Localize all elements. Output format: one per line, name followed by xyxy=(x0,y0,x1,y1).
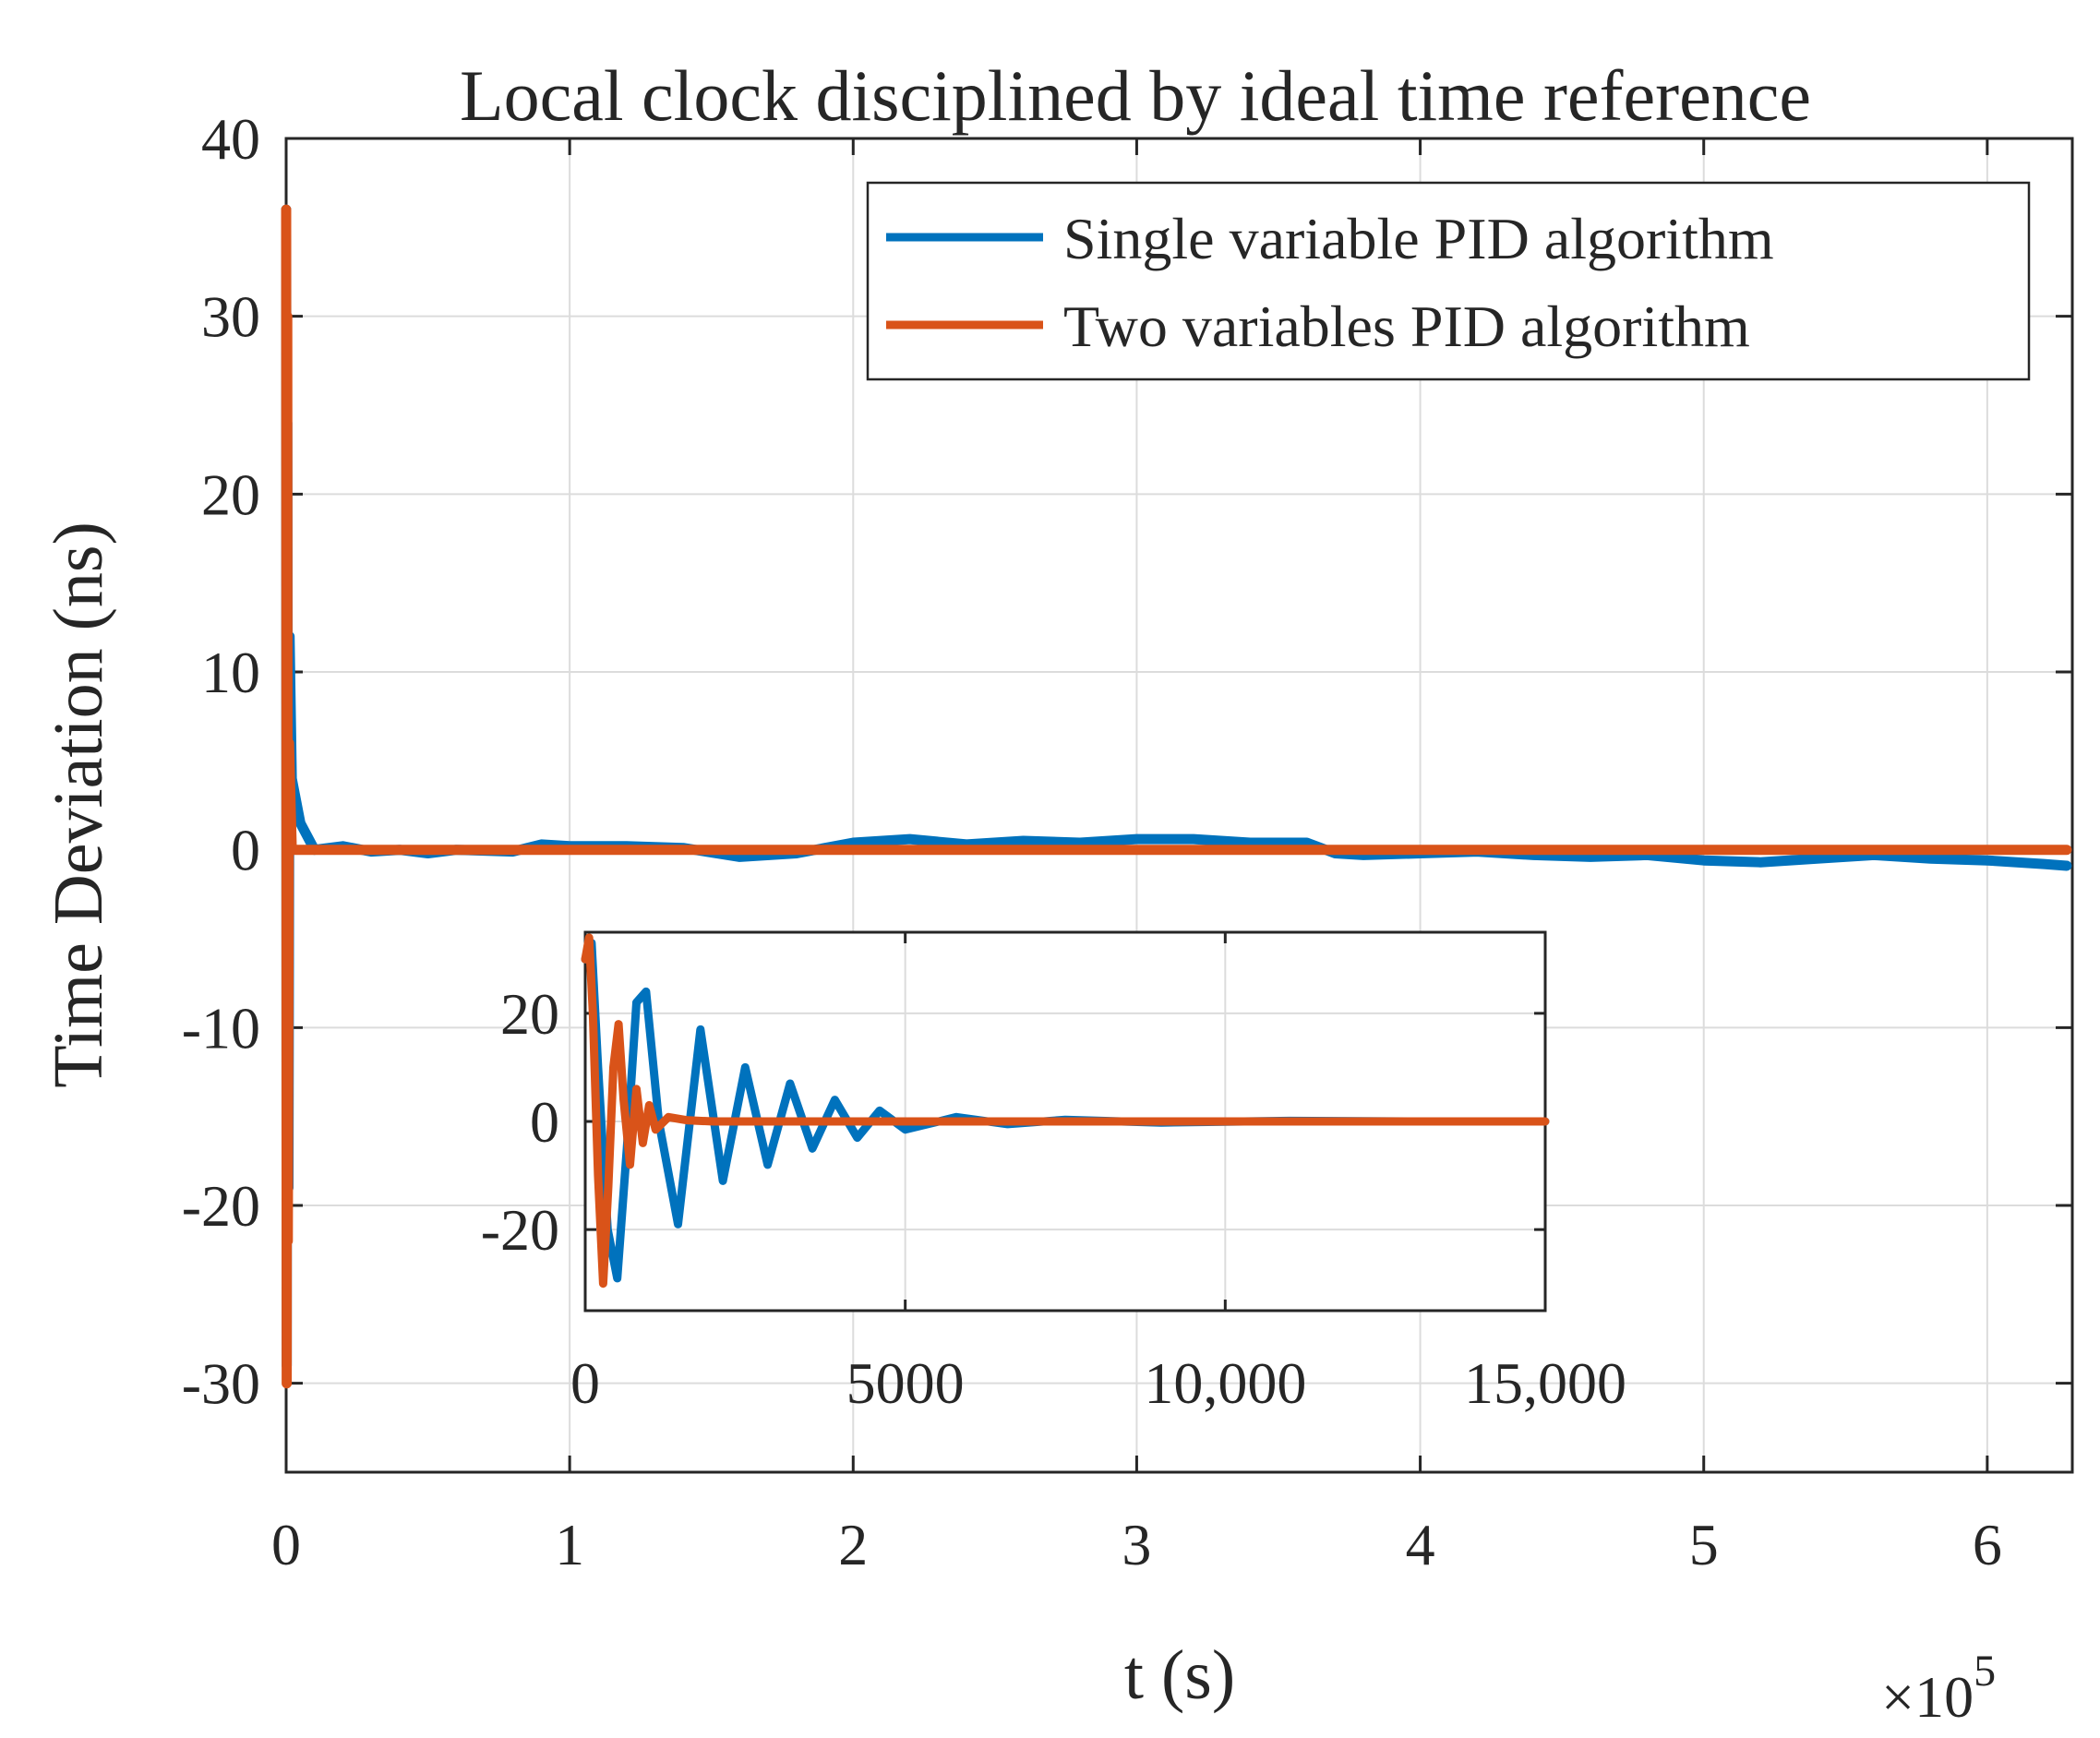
y-tick-label: 10 xyxy=(201,640,260,705)
x-tick-label: 3 xyxy=(1122,1512,1151,1577)
x-tick-label: 0 xyxy=(570,1350,600,1416)
y-tick-label: -20 xyxy=(481,1197,559,1263)
x-tick-label: 5000 xyxy=(846,1350,965,1416)
legend-label-single-variable: Single variable PID algorithm xyxy=(1063,206,1774,271)
y-tick-label: 20 xyxy=(500,981,559,1047)
y-tick-label: 20 xyxy=(201,461,260,527)
y-tick-label: 0 xyxy=(231,818,260,883)
x-tick-label: 5 xyxy=(1689,1512,1719,1577)
y-tick-label: 0 xyxy=(530,1089,559,1155)
y-axis-label: Time Deviation (ns) xyxy=(40,521,117,1088)
x-tick-label: 15,000 xyxy=(1464,1350,1626,1416)
x-tick-label: 1 xyxy=(555,1512,584,1577)
chart-title: Local clock disciplined by ideal time re… xyxy=(460,55,1811,136)
x-tick-label: 6 xyxy=(1973,1512,2002,1577)
series-line-two-variables xyxy=(581,933,1550,1289)
x-exponent-power: 5 xyxy=(1974,1647,1996,1696)
inset-ticks: 0 5000 10,000 15,000 -20 0 20 xyxy=(481,932,1626,1416)
main-ticks: 0 1 2 3 4 5 6 -30 -20 -10 0 10 20 30 40 xyxy=(182,106,2072,1577)
y-tick-label: 40 xyxy=(201,106,260,172)
series-line-two-variables xyxy=(281,204,2072,1389)
y-tick-label: 30 xyxy=(201,284,260,350)
x-exponent-label: ×105 xyxy=(1881,1647,1996,1730)
y-tick-label: -10 xyxy=(182,995,260,1061)
x-axis-label: t (s) xyxy=(1124,1636,1235,1714)
x-tick-label: 2 xyxy=(838,1512,868,1577)
legend-box xyxy=(866,181,2031,381)
y-tick-label: -20 xyxy=(182,1173,260,1239)
legend: Single variable PID algorithm Two variab… xyxy=(866,181,2031,381)
legend-label-two-variables: Two variables PID algorithm xyxy=(1063,294,1750,359)
inset-axes: 0 5000 10,000 15,000 -20 0 20 xyxy=(481,930,1626,1416)
x-exponent-base: ×10 xyxy=(1881,1664,1974,1730)
y-tick-label: -30 xyxy=(182,1351,260,1417)
x-tick-label: 4 xyxy=(1406,1512,1435,1577)
inset-series xyxy=(581,933,1550,1289)
main-series xyxy=(281,204,2072,1389)
x-tick-label: 0 xyxy=(271,1512,301,1577)
x-tick-label: 10,000 xyxy=(1144,1350,1306,1416)
